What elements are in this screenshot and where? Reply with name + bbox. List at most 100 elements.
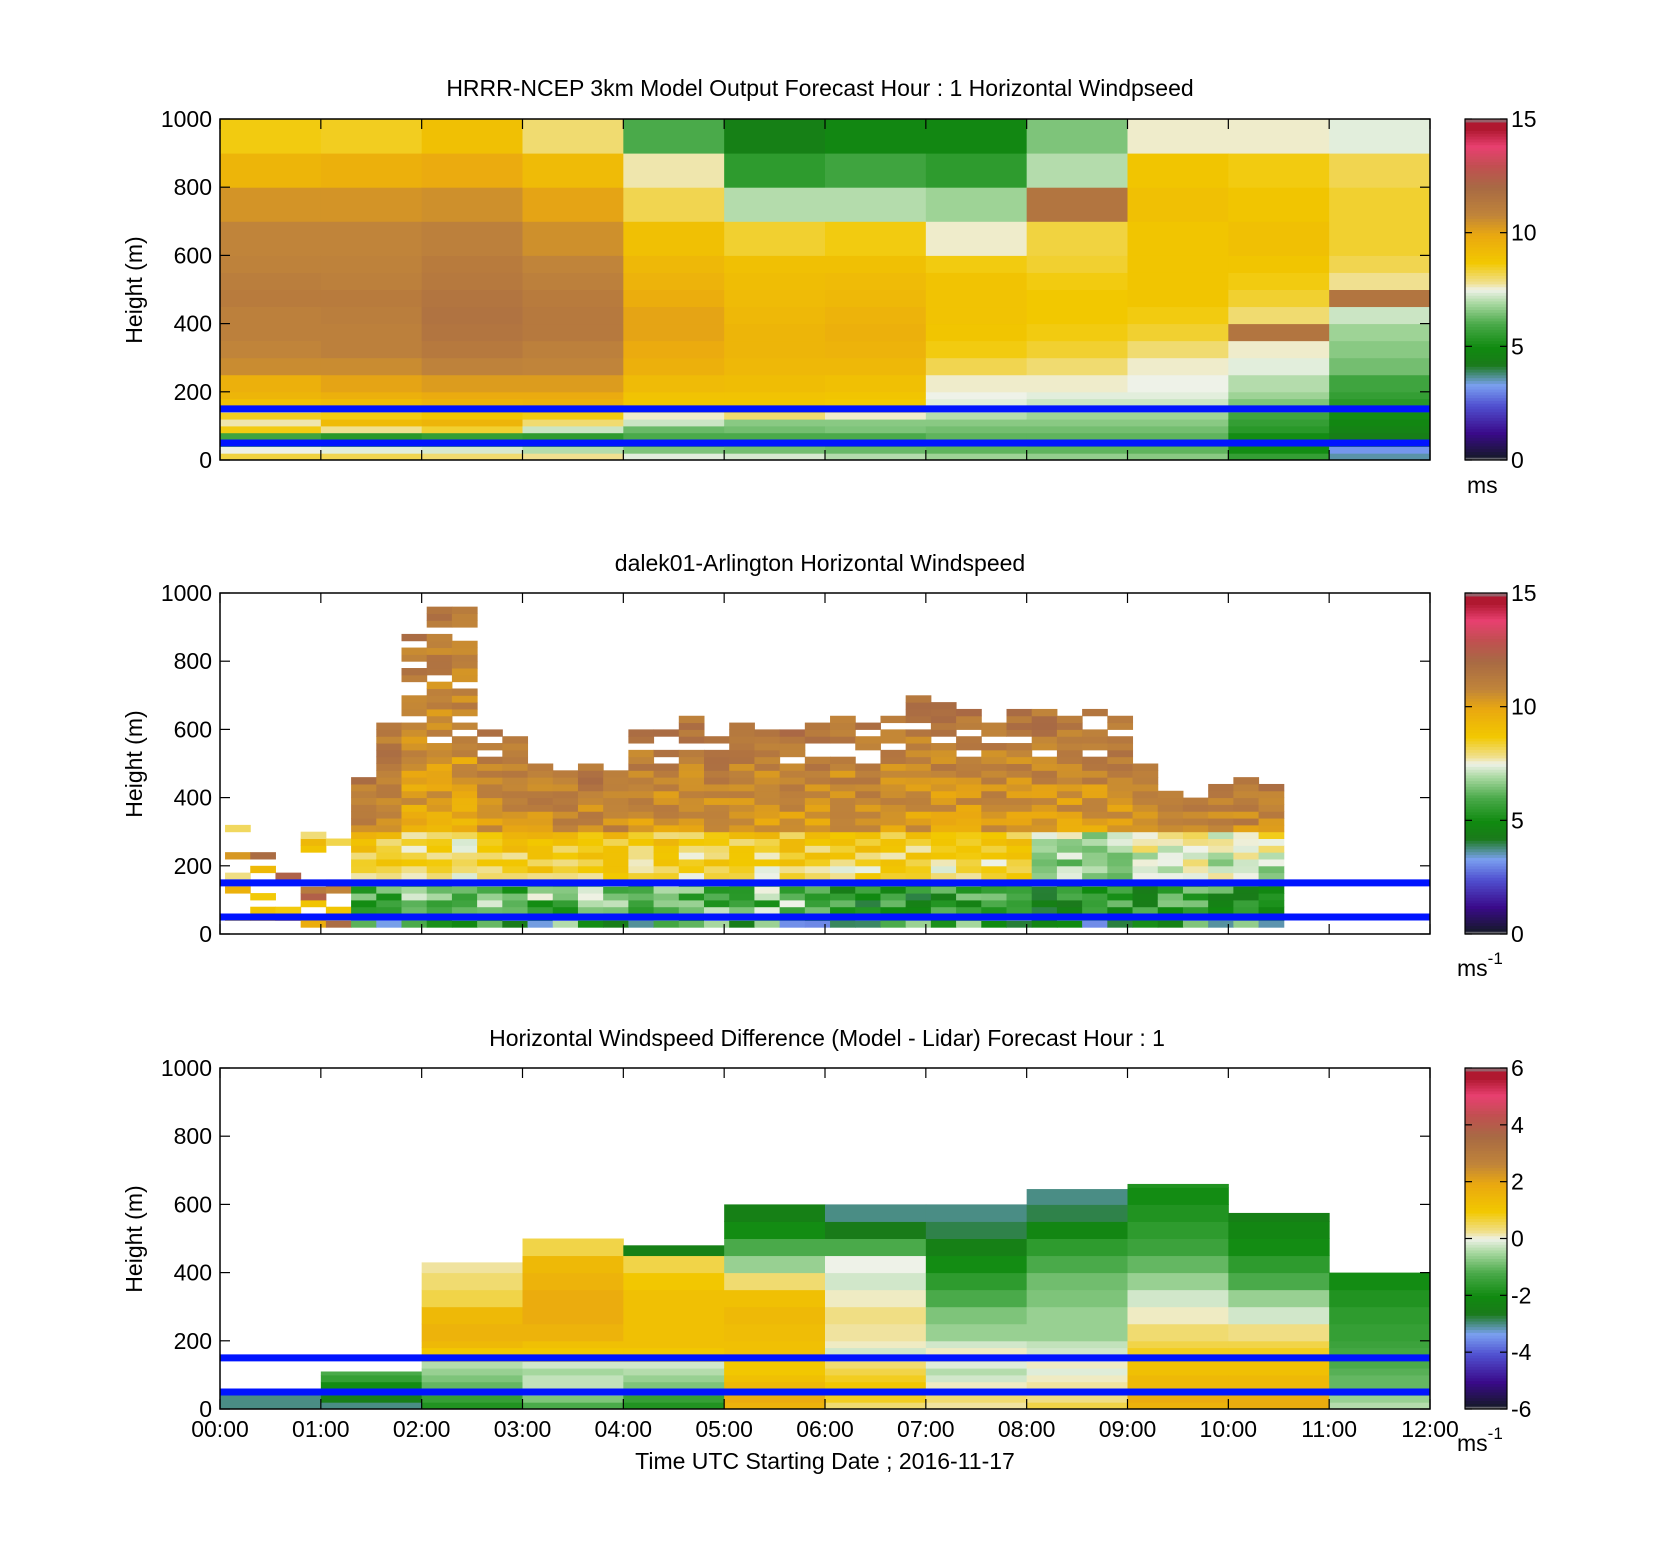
heatmap-cell	[527, 886, 554, 894]
heatmap-cell	[1258, 893, 1285, 901]
colorbar-segment	[1465, 280, 1507, 285]
heatmap-cell	[724, 1221, 826, 1239]
heatmap-cell	[678, 872, 705, 880]
heatmap-cell	[1107, 920, 1134, 928]
heatmap-cell	[401, 852, 428, 860]
heatmap-cell	[956, 838, 982, 846]
heatmap-cell	[1329, 1361, 1430, 1369]
heatmap-cell	[729, 722, 755, 730]
heatmap-cell	[905, 695, 932, 703]
colorbar-segment	[1465, 1193, 1507, 1197]
x-tick-label: 11:00	[1301, 1416, 1357, 1442]
colorbar-segment	[1465, 221, 1507, 225]
heatmap-cell	[956, 777, 982, 785]
heatmap-cell	[1082, 811, 1108, 819]
colorbar-segment	[1465, 1281, 1507, 1285]
heatmap-cell	[981, 852, 1007, 860]
heatmap-cell	[1006, 906, 1033, 915]
heatmap-cell	[724, 153, 826, 188]
heatmap-cell	[1006, 797, 1033, 805]
heatmap-cell	[1132, 872, 1159, 880]
heatmap-cell	[502, 756, 529, 764]
heatmap-cell	[1132, 777, 1159, 785]
heatmap-cell	[724, 187, 826, 222]
heatmap-cell	[1127, 453, 1229, 460]
colorbar-segment	[1465, 1252, 1507, 1257]
heatmap-cell	[502, 845, 529, 853]
heatmap-cell	[1127, 1221, 1229, 1239]
colorbar-segment	[1465, 593, 1507, 597]
heatmap-cell	[855, 872, 881, 880]
heatmap-cell	[1329, 419, 1430, 427]
heatmap-cell	[401, 886, 428, 894]
heatmap-cell	[855, 893, 881, 901]
heatmap-cell	[1233, 804, 1260, 812]
heatmap-cell	[401, 633, 428, 642]
heatmap-cell	[376, 824, 402, 833]
colorbar-segment	[1465, 1278, 1507, 1282]
heatmap-cell	[1208, 858, 1234, 867]
heatmap-cell	[724, 419, 826, 427]
x-tick-label: 03:00	[494, 1416, 552, 1442]
heatmap-cell	[1107, 872, 1134, 880]
heatmap-cell	[1006, 756, 1033, 764]
heatmap-cell	[930, 763, 957, 771]
heatmap-cell	[754, 777, 781, 785]
heatmap-cell	[477, 852, 503, 860]
heatmap-cell	[1329, 187, 1430, 222]
colorbar-segment	[1465, 669, 1507, 674]
heatmap-cell	[880, 818, 907, 826]
heatmap-cell	[522, 255, 624, 273]
colorbar-segment	[1465, 1164, 1507, 1169]
heatmap-cell	[1182, 797, 1209, 805]
heatmap-cell	[401, 899, 428, 908]
heatmap-cell	[1132, 824, 1159, 833]
heatmap-cell	[623, 340, 725, 359]
heatmap-cell	[1132, 893, 1159, 901]
heatmap-cell	[1258, 831, 1285, 840]
heatmap-cell	[552, 777, 579, 785]
heatmap-cell	[351, 797, 377, 805]
heatmap-cell	[1132, 906, 1159, 915]
heatmap-cell	[956, 865, 982, 874]
heatmap-cell	[956, 722, 982, 730]
heatmap-cell	[1233, 831, 1260, 840]
heatmap-cell	[577, 893, 604, 901]
heatmap-cell	[1329, 1289, 1430, 1308]
heatmap-cell	[220, 398, 322, 406]
heatmap-cell	[451, 688, 478, 696]
colorbar-segment	[1465, 902, 1507, 907]
heatmap-cell	[804, 893, 831, 901]
heatmap-cell	[421, 1381, 523, 1390]
colorbar-tick-label: 0	[1511, 1226, 1524, 1252]
heatmap-cell	[628, 818, 655, 826]
colorbar-segment	[1465, 1136, 1507, 1140]
heatmap-cell	[1329, 255, 1430, 273]
heatmap-cell	[1157, 797, 1184, 805]
heatmap-cell	[678, 770, 705, 778]
heatmap-cell	[1329, 340, 1430, 359]
heatmap-cell	[250, 865, 276, 874]
colorbar-segment	[1465, 632, 1507, 637]
heatmap-cell	[930, 893, 957, 901]
heatmap-cell	[905, 865, 932, 874]
heatmap-cell	[451, 858, 478, 867]
heatmap-cell	[552, 865, 579, 874]
heatmap-cell	[527, 899, 554, 908]
heatmap-cell	[1026, 432, 1128, 441]
heatmap-cell	[628, 797, 655, 805]
heatmap-cell	[477, 797, 503, 805]
heatmap-cell	[855, 722, 881, 730]
heatmap-cell	[855, 818, 881, 826]
heatmap-cell	[1228, 1374, 1330, 1383]
heatmap-cell	[704, 804, 730, 812]
heatmap-cell	[804, 770, 831, 778]
heatmap-cell	[421, 1306, 523, 1325]
heatmap-cell	[1031, 743, 1058, 751]
heatmap-cell	[577, 920, 604, 928]
colorbar-segment	[1465, 1261, 1507, 1265]
heatmap-cell	[1182, 845, 1209, 853]
heatmap-cell	[880, 715, 907, 724]
heatmap-cell	[1182, 906, 1209, 915]
heatmap-cell	[320, 432, 423, 441]
